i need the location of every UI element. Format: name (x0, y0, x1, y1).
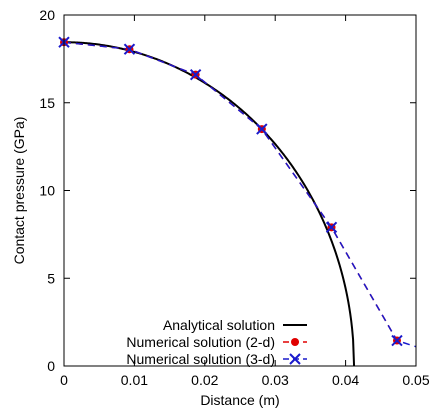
x-axis-label: Distance (m) (200, 392, 279, 408)
plot-frame (63, 14, 417, 367)
x-tick-label: 0.05 (402, 372, 429, 388)
legend-label-numerical-2d: Numerical solution (2-d) (126, 334, 275, 350)
y-tick-label: 20 (39, 7, 55, 23)
x-tick-label: 0.02 (191, 372, 218, 388)
y-axis-label: Contact pressure (GPa) (11, 117, 27, 265)
legend-label-analytical: Analytical solution (163, 317, 275, 333)
y-tick-label: 15 (39, 95, 55, 111)
legend: Analytical solution Numerical solution (… (126, 317, 307, 367)
numerical-3d-point (189, 68, 202, 81)
legend-symbol-numerical-3d (283, 353, 307, 365)
legend-marker-numerical-3d (289, 353, 301, 365)
x-tick-label: 0 (60, 372, 68, 388)
x-tick-label: 0.04 (332, 372, 359, 388)
y-tick-label: 5 (47, 270, 55, 286)
x-tick-label: 0.01 (121, 372, 148, 388)
axis-ticks: 0 0.01 0.02 0.03 0.04 0.05 0 5 10 15 20 (39, 7, 429, 388)
legend-symbol-numerical-2d (283, 338, 307, 346)
numerical-3d-point (325, 221, 338, 234)
numerical-3d-point (391, 334, 403, 347)
numerical-3d-line (63, 41, 417, 348)
numerical-3d-point (256, 123, 268, 135)
legend-label-numerical-3d: Numerical solution (3-d) (126, 351, 275, 367)
legend-marker-numerical-2d (291, 338, 299, 346)
numerical-3d-point (123, 43, 136, 55)
y-tick-label: 0 (47, 358, 55, 374)
y-tick-label: 10 (39, 183, 55, 199)
x-tick-label: 0.03 (262, 372, 289, 388)
plot-content (58, 36, 417, 367)
